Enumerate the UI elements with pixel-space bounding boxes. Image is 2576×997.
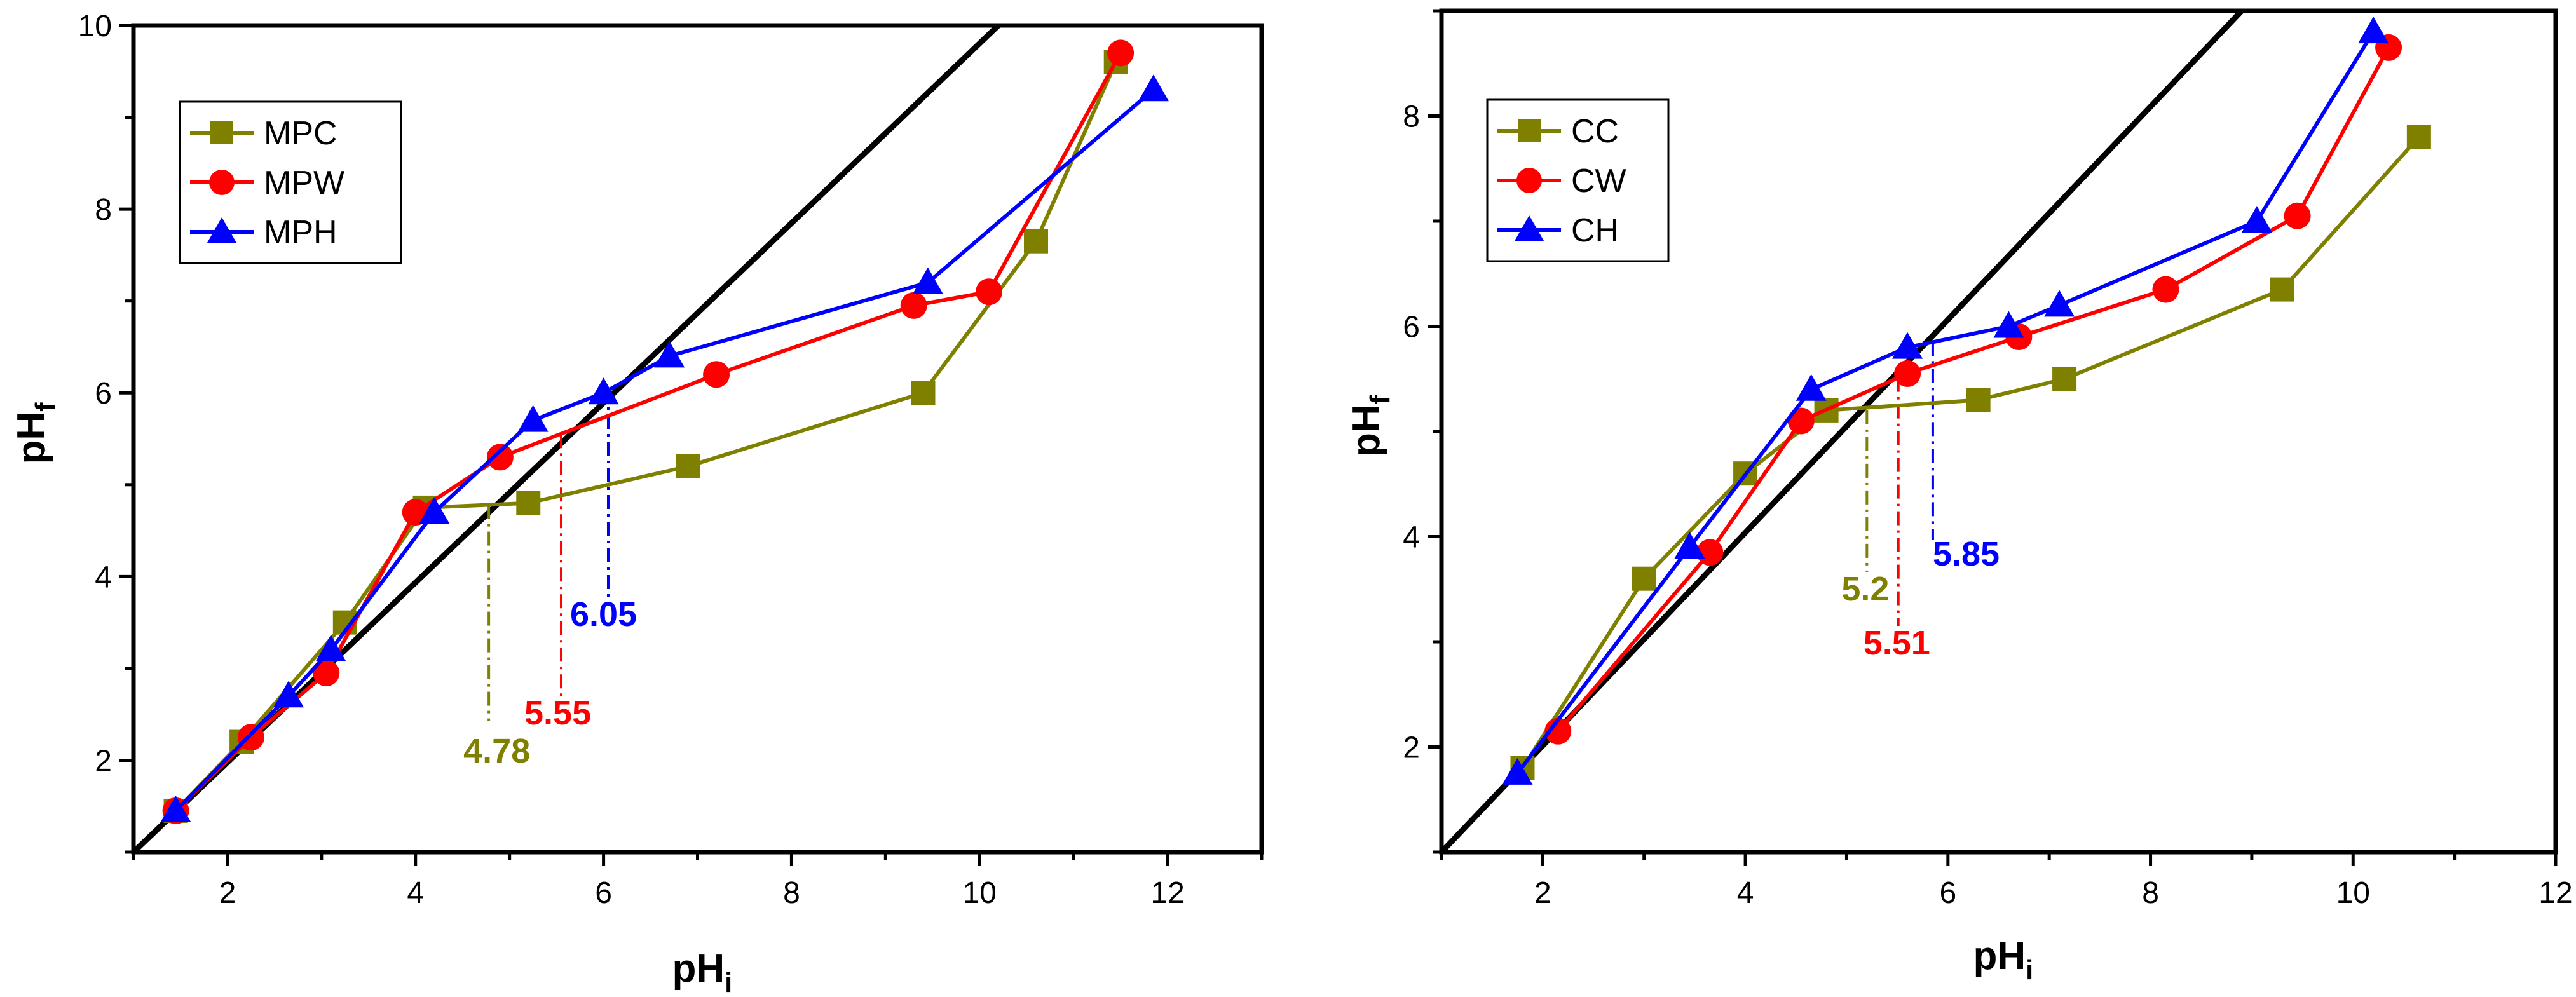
series-line-CH [1516,31,2375,775]
x-axis-label: pHi [1973,934,2034,986]
data-point-MPH [315,634,346,661]
y-tick-label: 8 [1403,100,1420,134]
x-tick-label: 12 [2539,876,2572,910]
x-tick-label: 2 [219,876,236,910]
y-tick-label: 10 [78,10,112,43]
y-axis-label-main: pH [10,412,53,465]
series-line-CW [1556,46,2390,733]
annotation-label: 6.05 [570,595,637,634]
data-point-MPC [516,491,541,515]
y-tick-label: 2 [95,744,112,778]
data-point-MPH [273,681,304,708]
y-tick-label: 8 [95,193,112,227]
x-tick-label: 12 [1150,876,1184,910]
data-point-MPC [1024,229,1048,254]
data-point-CH [1993,311,2024,338]
data-point-CC [1632,566,1656,591]
data-point-CH [2044,290,2075,317]
legend-label: MPH [264,214,337,251]
y-tick-label: 6 [95,377,112,410]
data-point-MPC [676,454,700,478]
x-axis-label-main: pH [672,947,725,991]
data-point-MPW [1107,39,1135,67]
data-point-MPH [419,497,450,524]
chart-left: 4.785.556.052 4 6 8 10 12246810pHipHfMPCMPWMP… [10,10,1264,997]
legend-marker-MPC [210,121,233,144]
annotation-label: 4.78 [463,732,530,770]
legend-label: CW [1571,163,1626,200]
annotation-label: 5.85 [1933,535,2000,573]
x-tick-label: 6 [595,876,612,910]
data-point-MPH [1138,74,1169,102]
data-point-MPH [160,795,191,822]
legend-label: MPC [264,115,337,152]
data-point-CH [1674,532,1705,559]
data-point-CC [1966,388,1991,412]
x-tick-label: 10 [2336,876,2370,910]
legend-label: CC [1571,113,1619,150]
legend-marker-CC [1518,119,1541,142]
x-axis-label-main: pH [1973,934,2026,978]
series-line-CC [1520,135,2421,770]
data-point-MPW [703,361,730,388]
y-axis-label-sub: f [31,402,61,412]
y-axis-label: pHf [10,402,61,465]
legend-marker-MPH [207,217,236,243]
data-point-MPH [588,377,619,405]
data-point-CH [1502,757,1533,785]
data-point-MPW [976,278,1003,306]
data-point-MPC [911,381,936,405]
x-axis-label-sub: i [725,968,732,997]
x-tick-label: 10 [963,876,997,910]
y-axis-label-sub: f [1365,395,1396,404]
data-point-CH [2358,17,2389,44]
legend-marker-CW [1516,168,1542,193]
data-point-CH [1892,332,1923,359]
y-tick-label: 6 [1403,311,1420,344]
legend-marker-MPW [209,170,235,195]
x-tick-label: 4 [407,876,424,910]
data-point-MPH [912,267,943,294]
y-tick-label: 4 [1403,521,1420,555]
data-point-CW [1544,717,1572,745]
data-point-CC [2052,367,2077,391]
data-point-CC [2406,125,2431,149]
data-point-CC [2270,277,2294,302]
x-tick-label: 4 [1737,876,1754,910]
legend-label: MPW [264,165,344,201]
data-point-MPH [517,405,549,432]
x-tick-label: 8 [2142,876,2159,910]
annotation-label: 5.51 [1864,624,1930,662]
data-point-CH [2241,206,2272,233]
annotation-label: 5.55 [524,694,591,732]
y-tick-label: 4 [95,560,112,594]
y-axis-label-main: pH [1344,404,1388,457]
x-tick-label: 8 [783,876,800,910]
data-point-MPW [900,292,927,319]
data-point-MPW [313,660,340,687]
y-axis-label: pHf [1344,395,1396,457]
x-axis-label-sub: i [2026,955,2033,986]
x-tick-label: 2 [1534,876,1551,910]
data-point-CW [1696,539,1724,566]
data-point-CW [2284,202,2311,229]
x-tick-label: 6 [1939,876,1956,910]
data-point-CW [1894,360,1921,387]
legend-label: CH [1571,212,1619,249]
data-point-MPW [486,444,514,471]
annotation-label: 5.2 [1841,570,1889,608]
data-point-CH [1796,374,1827,401]
data-point-MPW [237,724,264,751]
x-axis-label: pHi [672,947,733,997]
y-tick-label: 2 [1403,731,1420,765]
legend-marker-CH [1515,215,1544,241]
data-point-CW [2152,276,2179,303]
data-point-MPH [654,341,685,368]
